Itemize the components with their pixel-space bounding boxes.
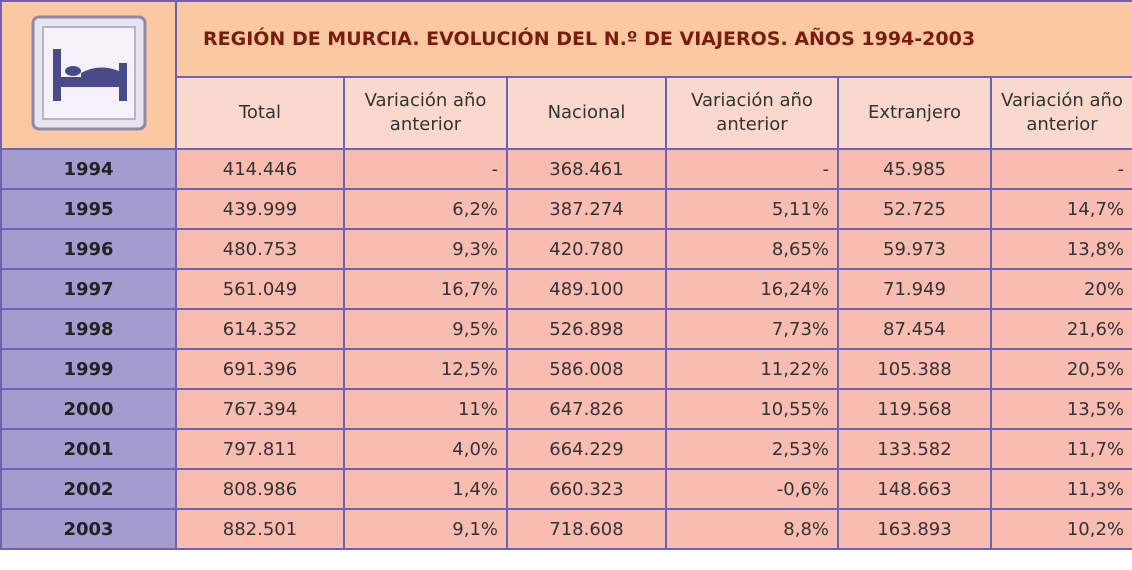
data-cell: - xyxy=(989,148,1132,190)
data-cell: 11% xyxy=(343,388,508,430)
data-cell: 20,5% xyxy=(989,348,1132,390)
data-cell: 9,5% xyxy=(343,308,508,350)
data-cell: 1,4% xyxy=(343,468,508,510)
data-row: 1999 691.396 12,5% 586.008 11,22% 105.388 20,5… xyxy=(0,348,1132,390)
data-cell: 808.986 xyxy=(175,468,345,510)
data-cell: - xyxy=(665,148,839,190)
data-cell: 52.725 xyxy=(837,188,992,230)
data-cell: 71.949 xyxy=(837,268,992,310)
data-cell: 163.893 xyxy=(837,508,992,550)
data-row: 2000 767.394 11% 647.826 10,55% 119.568 13,5% xyxy=(0,388,1132,430)
data-cell: 10,2% xyxy=(989,508,1132,550)
bed-icon-graphic xyxy=(31,15,146,130)
data-cell: 16,7% xyxy=(343,268,508,310)
data-cell: 647.826 xyxy=(506,388,667,430)
data-cell: 12,5% xyxy=(343,348,508,390)
column-header: Total xyxy=(175,76,345,150)
data-row: 1994 414.446-368.461-45.985- xyxy=(0,148,1132,190)
year-cell: 1999 xyxy=(0,348,177,390)
data-cell: 368.461 xyxy=(506,148,667,190)
data-cell: 21,6% xyxy=(989,308,1132,350)
data-cell: 561.049 xyxy=(175,268,345,310)
data-cell: -0,6% xyxy=(665,468,839,510)
data-row: 2001 797.811 4,0% 664.229 2,53% 133.582 11,7% xyxy=(0,428,1132,470)
data-cell: 664.229 xyxy=(506,428,667,470)
data-cell: 586.008 xyxy=(506,348,667,390)
year-cell: 2000 xyxy=(0,388,177,430)
data-cell: 718.608 xyxy=(506,508,667,550)
data-cell: 59.973 xyxy=(837,228,992,270)
data-cell: 11,22% xyxy=(665,348,839,390)
column-header: Variación año anterior xyxy=(989,76,1132,150)
column-header: Variación año anterior xyxy=(665,76,839,150)
data-cell: 13,5% xyxy=(989,388,1132,430)
data-cell: 9,3% xyxy=(343,228,508,270)
data-cell: 420.780 xyxy=(506,228,667,270)
data-cell: - xyxy=(343,148,508,190)
data-cell: 691.396 xyxy=(175,348,345,390)
data-cell: 767.394 xyxy=(175,388,345,430)
header-row: Total Variación año anterior Nacional Varia… xyxy=(1,76,1132,150)
data-row: 2002 808.986 1,4% 660.323 -0,6% 148.663 11,3% xyxy=(0,468,1132,510)
data-cell: 148.663 xyxy=(837,468,992,510)
data-cell: 4,0% xyxy=(343,428,508,470)
data-row: 1996 480.753 9,3% 420.780 8,65% 59.973 13,8% xyxy=(0,228,1132,270)
year-cell: 1996 xyxy=(0,228,177,270)
data-row: 1998 614.352 9,5% 526.898 7,73% 87.454 21,6% xyxy=(0,308,1132,350)
data-cell: 614.352 xyxy=(175,308,345,350)
data-cell: 10,55% xyxy=(665,388,839,430)
data-row: 1995 439.999 6,2% 387.274 5,11% 52.725 14,7% xyxy=(0,188,1132,230)
data-cell: 105.388 xyxy=(837,348,992,390)
data-cell: 414.446 xyxy=(175,148,345,190)
column-header: Nacional xyxy=(506,76,667,150)
data-cell: 2,53% xyxy=(665,428,839,470)
data-cell: 9,1% xyxy=(343,508,508,550)
data-cell: 87.454 xyxy=(837,308,992,350)
data-cell: 16,24% xyxy=(665,268,839,310)
data-cell: 797.811 xyxy=(175,428,345,470)
data-cell: 387.274 xyxy=(506,188,667,230)
data-cell: 11,3% xyxy=(989,468,1132,510)
data-cell: 5,11% xyxy=(665,188,839,230)
column-header: Extranjero xyxy=(837,76,992,150)
data-cell: 480.753 xyxy=(175,228,345,270)
data-cell: 882.501 xyxy=(175,508,345,550)
data-row: 1997 561.049 16,7% 489.100 16,24% 71.949 20% xyxy=(0,268,1132,310)
year-cell: 1995 xyxy=(0,188,177,230)
data-cell: 6,2% xyxy=(343,188,508,230)
table-title: REGIÓN DE MURCIA. EVOLUCIÓN DEL N.º DE V… xyxy=(174,0,1132,78)
data-cell: 526.898 xyxy=(506,308,667,350)
data-cell: 8,8% xyxy=(665,508,839,550)
data-cell: 133.582 xyxy=(837,428,992,470)
data-cell: 11,7% xyxy=(989,428,1132,470)
data-cell: 7,73% xyxy=(665,308,839,350)
data-cell: 439.999 xyxy=(175,188,345,230)
title-row: REGIÓN DE MURCIA. EVOLUCIÓN DEL N.º DE V… xyxy=(0,0,1132,150)
year-cell: 2002 xyxy=(0,468,177,510)
data-cell: 8,65% xyxy=(665,228,839,270)
bed-icon xyxy=(0,0,177,150)
data-cell: 489.100 xyxy=(506,268,667,310)
year-cell: 2003 xyxy=(0,508,177,550)
column-header: Variación año anterior xyxy=(343,76,508,150)
year-cell: 1994 xyxy=(0,148,177,190)
data-cell: 13,8% xyxy=(989,228,1132,270)
data-cell: 660.323 xyxy=(506,468,667,510)
data-cell: 14,7% xyxy=(989,188,1132,230)
year-cell: 2001 xyxy=(0,428,177,470)
year-cell: 1997 xyxy=(0,268,177,310)
travellers-table: REGIÓN DE MURCIA. EVOLUCIÓN DEL N.º DE V… xyxy=(0,0,1132,550)
data-row: 2003 882.501 9,1% 718.608 8,8% 163.893 10,2% xyxy=(0,508,1132,550)
data-cell: 20% xyxy=(989,268,1132,310)
data-cell: 119.568 xyxy=(837,388,992,430)
data-cell: 45.985 xyxy=(837,148,992,190)
year-cell: 1998 xyxy=(0,308,177,350)
